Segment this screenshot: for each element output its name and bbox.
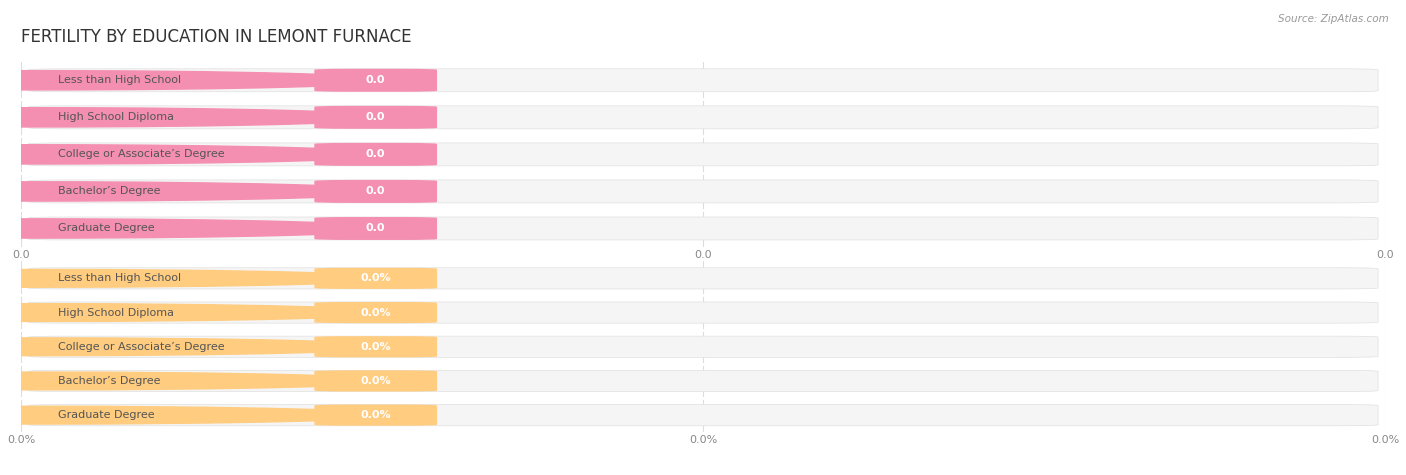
Circle shape: [0, 406, 394, 424]
Circle shape: [0, 304, 394, 322]
Text: Source: ZipAtlas.com: Source: ZipAtlas.com: [1278, 14, 1389, 24]
FancyBboxPatch shape: [28, 370, 1378, 391]
Circle shape: [0, 269, 394, 287]
FancyBboxPatch shape: [315, 69, 437, 92]
Circle shape: [0, 338, 394, 356]
Text: Bachelor’s Degree: Bachelor’s Degree: [58, 186, 160, 197]
Text: 0.0%: 0.0%: [360, 342, 391, 352]
Text: 0.0: 0.0: [366, 149, 385, 160]
Text: 0.0: 0.0: [366, 75, 385, 86]
FancyBboxPatch shape: [315, 143, 437, 166]
Text: College or Associate’s Degree: College or Associate’s Degree: [58, 342, 225, 352]
FancyBboxPatch shape: [315, 370, 437, 391]
FancyBboxPatch shape: [315, 405, 437, 426]
FancyBboxPatch shape: [28, 302, 1378, 323]
FancyBboxPatch shape: [28, 180, 1378, 203]
Text: Bachelor’s Degree: Bachelor’s Degree: [58, 376, 160, 386]
Text: FERTILITY BY EDUCATION IN LEMONT FURNACE: FERTILITY BY EDUCATION IN LEMONT FURNACE: [21, 28, 412, 47]
FancyBboxPatch shape: [315, 217, 437, 240]
FancyBboxPatch shape: [315, 268, 437, 289]
FancyBboxPatch shape: [28, 336, 1378, 357]
Circle shape: [0, 108, 394, 127]
Text: Less than High School: Less than High School: [58, 273, 181, 284]
Text: 0.0: 0.0: [366, 223, 385, 234]
FancyBboxPatch shape: [28, 405, 1378, 426]
FancyBboxPatch shape: [315, 106, 437, 129]
FancyBboxPatch shape: [28, 217, 1378, 240]
Text: Graduate Degree: Graduate Degree: [58, 410, 155, 420]
FancyBboxPatch shape: [28, 69, 1378, 92]
Text: High School Diploma: High School Diploma: [58, 112, 174, 123]
Circle shape: [0, 219, 394, 238]
Text: 0.0%: 0.0%: [360, 273, 391, 284]
Text: College or Associate’s Degree: College or Associate’s Degree: [58, 149, 225, 160]
Circle shape: [0, 145, 394, 164]
FancyBboxPatch shape: [315, 302, 437, 323]
Text: Less than High School: Less than High School: [58, 75, 181, 86]
FancyBboxPatch shape: [28, 143, 1378, 166]
Text: 0.0%: 0.0%: [360, 410, 391, 420]
Circle shape: [0, 372, 394, 390]
Circle shape: [0, 182, 394, 201]
FancyBboxPatch shape: [315, 336, 437, 357]
Text: 0.0: 0.0: [366, 112, 385, 123]
Text: Graduate Degree: Graduate Degree: [58, 223, 155, 234]
Text: High School Diploma: High School Diploma: [58, 307, 174, 318]
FancyBboxPatch shape: [28, 268, 1378, 289]
FancyBboxPatch shape: [28, 106, 1378, 129]
Circle shape: [0, 71, 394, 90]
Text: 0.0%: 0.0%: [360, 307, 391, 318]
Text: 0.0: 0.0: [366, 186, 385, 197]
Text: 0.0%: 0.0%: [360, 376, 391, 386]
FancyBboxPatch shape: [315, 180, 437, 203]
